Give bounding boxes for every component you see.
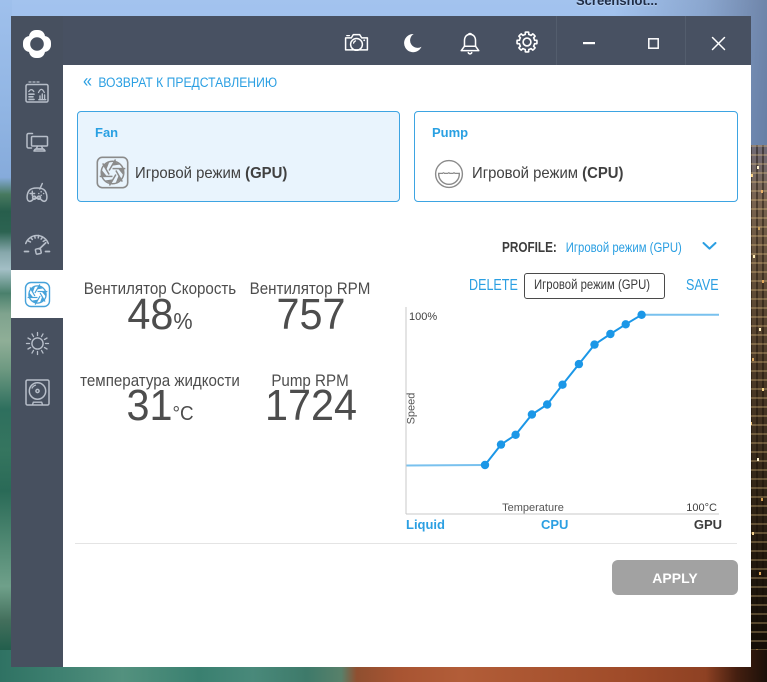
svg-text:Speed: Speed — [406, 393, 418, 425]
svg-text:100%: 100% — [409, 311, 437, 323]
svg-text:Temperature: Temperature — [502, 502, 564, 514]
svg-text:100°C: 100°C — [686, 502, 717, 514]
